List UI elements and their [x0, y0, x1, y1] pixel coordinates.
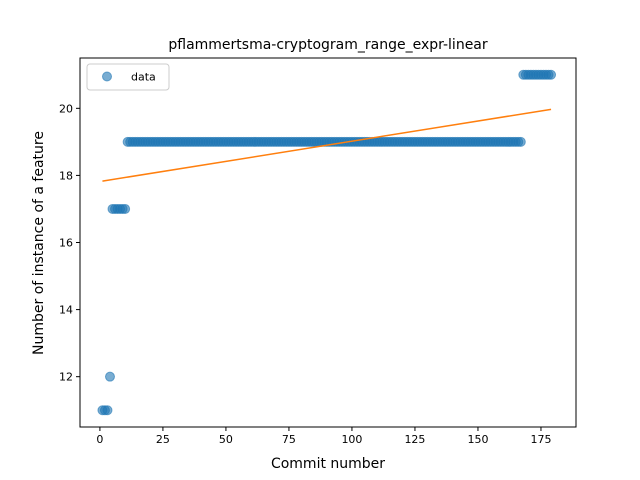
- x-tick-label: 150: [467, 433, 488, 446]
- legend-marker-data: [102, 71, 112, 82]
- legend-label-data: data: [131, 71, 156, 84]
- data-point: [102, 405, 113, 416]
- chart-title: pflammertsma-cryptogram_range_expr-linea…: [168, 37, 488, 53]
- data-point: [515, 136, 526, 147]
- y-tick-label: 16: [59, 237, 73, 250]
- x-tick-label: 0: [96, 433, 103, 446]
- y-tick-label: 20: [59, 102, 73, 115]
- fit-line: [102, 108, 552, 182]
- y-axis: 12 14 16 18 20: [59, 102, 80, 384]
- y-tick-label: 14: [59, 304, 73, 317]
- x-tick-label: 25: [156, 433, 170, 446]
- legend: data: [86, 63, 170, 91]
- x-tick-label: 50: [219, 433, 233, 446]
- x-tick-label: 75: [282, 433, 296, 446]
- x-tick-label: 125: [404, 433, 425, 446]
- data-point: [546, 69, 557, 80]
- y-tick-label: 18: [59, 169, 73, 182]
- data-point: [120, 203, 131, 214]
- data-point: [104, 371, 115, 382]
- x-axis: 0 25 50 75 100 125 150 175: [96, 427, 551, 446]
- legend-box: [86, 63, 170, 91]
- y-tick-label: 12: [59, 371, 73, 384]
- x-tick-label: 100: [341, 433, 362, 446]
- plot-area: [97, 69, 557, 416]
- x-axis-label: Commit number: [271, 456, 385, 472]
- y-axis-label: Number of instance of a feature: [31, 131, 47, 355]
- x-tick-label: 175: [530, 433, 551, 446]
